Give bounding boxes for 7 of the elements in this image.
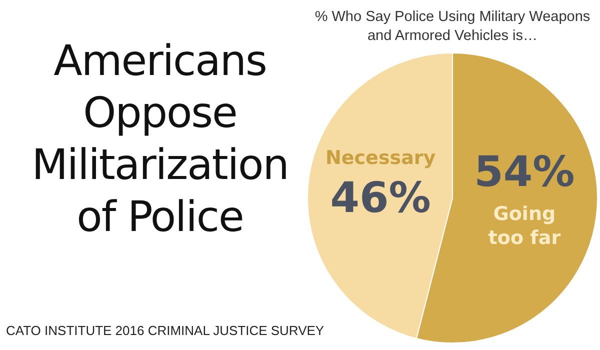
data-label: 46% bbox=[330, 172, 431, 222]
chart-subtitle: % Who Say Police Using Military Weapons and Armored Vehicles is… bbox=[314, 8, 592, 46]
slice-label: Necessary bbox=[326, 146, 436, 169]
data-label: 54% bbox=[474, 146, 575, 196]
slice-label: Going too far bbox=[488, 203, 562, 250]
text: CATO INSTITUTE 2016 CRIMINAL JUSTICE SURVEY bbox=[6, 323, 324, 338]
text: Americans Oppose Militarization of Police bbox=[30, 35, 290, 243]
